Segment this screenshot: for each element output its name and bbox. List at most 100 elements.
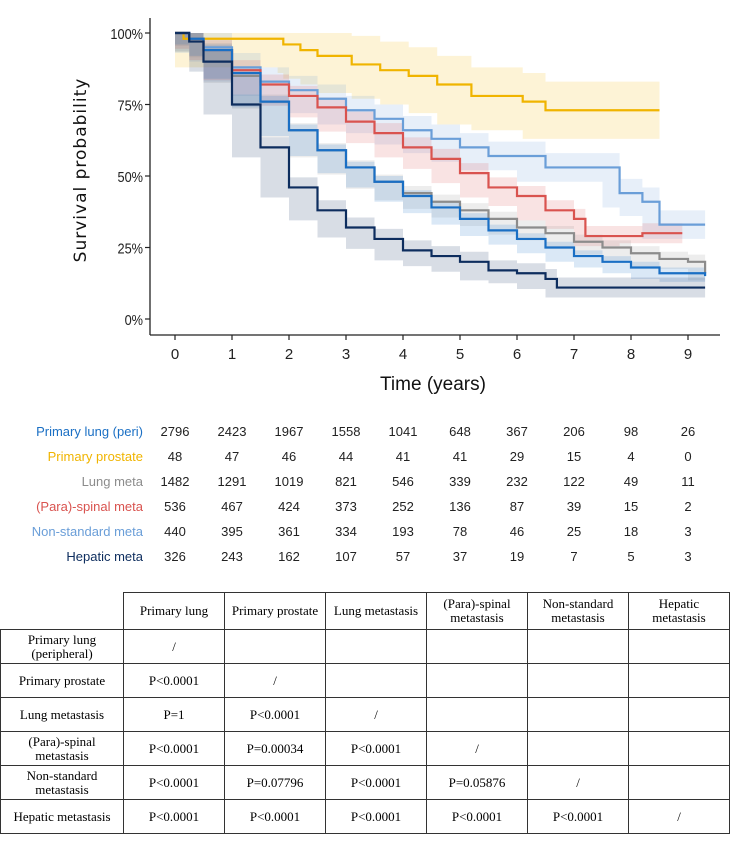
pvalue-cell: P<0.0001 bbox=[123, 663, 225, 698]
risk-row: Hepatic meta 326 243 162 107 57 37 19 7 5 3 bbox=[0, 545, 730, 570]
pvalue-cell: / bbox=[426, 731, 528, 766]
risk-count: 536 bbox=[164, 499, 186, 514]
x-tick-label: 0 bbox=[171, 346, 179, 363]
y-tick-label: 25% bbox=[117, 239, 143, 256]
pvalue-cell bbox=[628, 731, 730, 766]
risk-count: 7 bbox=[570, 549, 578, 564]
risk-count: 5 bbox=[627, 549, 635, 564]
table-row: Primary lung (peripheral) / bbox=[0, 629, 730, 664]
pvalue-cell: P<0.0001 bbox=[123, 799, 225, 834]
risk-count: 4 bbox=[627, 449, 635, 464]
corner-cell bbox=[0, 592, 124, 630]
risk-count: 122 bbox=[563, 474, 585, 489]
pvalue-cell: P<0.0001 bbox=[426, 799, 528, 834]
risk-count: 2 bbox=[684, 499, 692, 514]
table-row: Primary prostate P<0.0001/ bbox=[0, 663, 730, 698]
risk-row: Primary lung (peri) 2796 2423 1967 1558 1041 6… bbox=[0, 420, 730, 445]
y-tick-label: 100% bbox=[110, 25, 143, 42]
risk-count: 395 bbox=[221, 524, 243, 539]
risk-count: 440 bbox=[164, 524, 186, 539]
risk-count: 334 bbox=[335, 524, 357, 539]
pvalue-cell bbox=[527, 629, 629, 664]
pvalue-header-row: Primary lung Primary prostate Lung metasta… bbox=[0, 592, 730, 630]
table-row: Non-standard metastasis P<0.0001 P=0.07796… bbox=[0, 765, 730, 800]
risk-count: 1291 bbox=[217, 474, 247, 489]
pvalue-cell: P<0.0001 bbox=[527, 799, 629, 834]
pvalue-cell: P=0.07796 bbox=[224, 765, 326, 800]
risk-row-label: Primary lung (peri) bbox=[36, 424, 143, 439]
risk-count: 467 bbox=[221, 499, 243, 514]
row-header: Primary prostate bbox=[0, 663, 124, 698]
survival-curve bbox=[175, 31, 707, 277]
pvalue-cell bbox=[628, 629, 730, 664]
pairwise-pvalue-table: Primary lung Primary prostate Lung metasta… bbox=[0, 592, 730, 834]
survival-curve bbox=[175, 31, 660, 112]
confidence-band bbox=[175, 33, 706, 298]
table-row: Hepatic metastasis P<0.0001 P<0.0001 P<0.00… bbox=[0, 799, 730, 834]
risk-count: 1019 bbox=[274, 474, 304, 489]
pvalue-cell: P=0.00034 bbox=[224, 731, 326, 766]
risk-count: 193 bbox=[392, 524, 414, 539]
x-tick-label: 7 bbox=[570, 346, 578, 363]
pvalue-cell: P<0.0001 bbox=[123, 765, 225, 800]
risk-count: 243 bbox=[221, 549, 243, 564]
pvalue-cell: P=0.05876 bbox=[426, 765, 528, 800]
number-at-risk-table: Primary lung (peri) 2796 2423 1967 1558 1041 6… bbox=[0, 420, 730, 576]
column-header: Non-standard metastasis bbox=[527, 592, 629, 630]
x-tick-label: 1 bbox=[228, 346, 236, 363]
risk-row: Lung meta 1482 1291 1019 821 546 339 232 122 49 11 bbox=[0, 470, 730, 495]
risk-count: 18 bbox=[623, 524, 639, 539]
risk-row: Primary prostate 48 47 46 44 41 41 29 15 4 0 bbox=[0, 445, 730, 470]
risk-count: 11 bbox=[681, 474, 695, 489]
risk-row-label: Non-standard meta bbox=[31, 524, 143, 539]
row-header: Hepatic metastasis bbox=[0, 799, 124, 834]
confidence-band bbox=[175, 33, 706, 239]
risk-count: 3 bbox=[684, 524, 692, 539]
x-axis-label: Time (years) bbox=[380, 374, 486, 395]
risk-count: 87 bbox=[509, 499, 525, 514]
column-header: (Para)-spinal metastasis bbox=[426, 592, 528, 630]
risk-row-label: Lung meta bbox=[81, 474, 143, 489]
x-tick-label: 6 bbox=[513, 346, 521, 363]
risk-count: 15 bbox=[623, 499, 639, 514]
pvalue-cell: P<0.0001 bbox=[325, 731, 427, 766]
pvalue-cell bbox=[325, 629, 427, 664]
pvalue-cell bbox=[628, 697, 730, 732]
risk-count: 1558 bbox=[331, 424, 361, 439]
pvalue-cell bbox=[527, 731, 629, 766]
risk-count: 26 bbox=[680, 424, 696, 439]
risk-count: 78 bbox=[452, 524, 468, 539]
pvalue-cell: / bbox=[325, 697, 427, 732]
column-header: Lung metastasis bbox=[325, 592, 427, 630]
pvalue-cell: / bbox=[224, 663, 326, 698]
risk-count: 162 bbox=[278, 549, 300, 564]
risk-count: 339 bbox=[449, 474, 471, 489]
x-tick-label: 4 bbox=[399, 346, 407, 363]
row-header: (Para)-spinal metastasis bbox=[0, 731, 124, 766]
risk-row: Non-standard meta 440 395 361 334 193 78 46 25 18… bbox=[0, 520, 730, 545]
survival-chart: 0% 25% 50% 75% 100% 0 1 2 3 4 5 6 7 8 9 Time (years) S… bbox=[71, 18, 720, 395]
risk-count: 821 bbox=[335, 474, 357, 489]
table-row: (Para)-spinal metastasis P<0.0001 P=0.0003… bbox=[0, 731, 730, 766]
pvalue-cell bbox=[628, 663, 730, 698]
risk-count: 37 bbox=[452, 549, 468, 564]
risk-count: 2423 bbox=[217, 424, 247, 439]
x-tick-label: 8 bbox=[627, 346, 635, 363]
risk-count: 57 bbox=[395, 549, 411, 564]
risk-count: 107 bbox=[335, 549, 357, 564]
pvalue-cell: P=1 bbox=[123, 697, 225, 732]
row-header: Lung metastasis bbox=[0, 697, 124, 732]
confidence-band bbox=[175, 33, 706, 282]
risk-count: 326 bbox=[164, 549, 186, 564]
risk-count: 47 bbox=[224, 449, 240, 464]
risk-row: (Para)-spinal meta 536 467 424 373 252 136 87 39… bbox=[0, 495, 730, 520]
confidence-bands bbox=[175, 33, 706, 298]
risk-count: 648 bbox=[449, 424, 471, 439]
risk-count: 361 bbox=[278, 524, 300, 539]
pvalue-cell: / bbox=[527, 765, 629, 800]
survival-curve bbox=[175, 31, 706, 289]
pvalue-cell: P<0.0001 bbox=[325, 799, 427, 834]
risk-count: 546 bbox=[392, 474, 414, 489]
risk-count: 29 bbox=[509, 449, 525, 464]
pvalue-cell bbox=[325, 663, 427, 698]
